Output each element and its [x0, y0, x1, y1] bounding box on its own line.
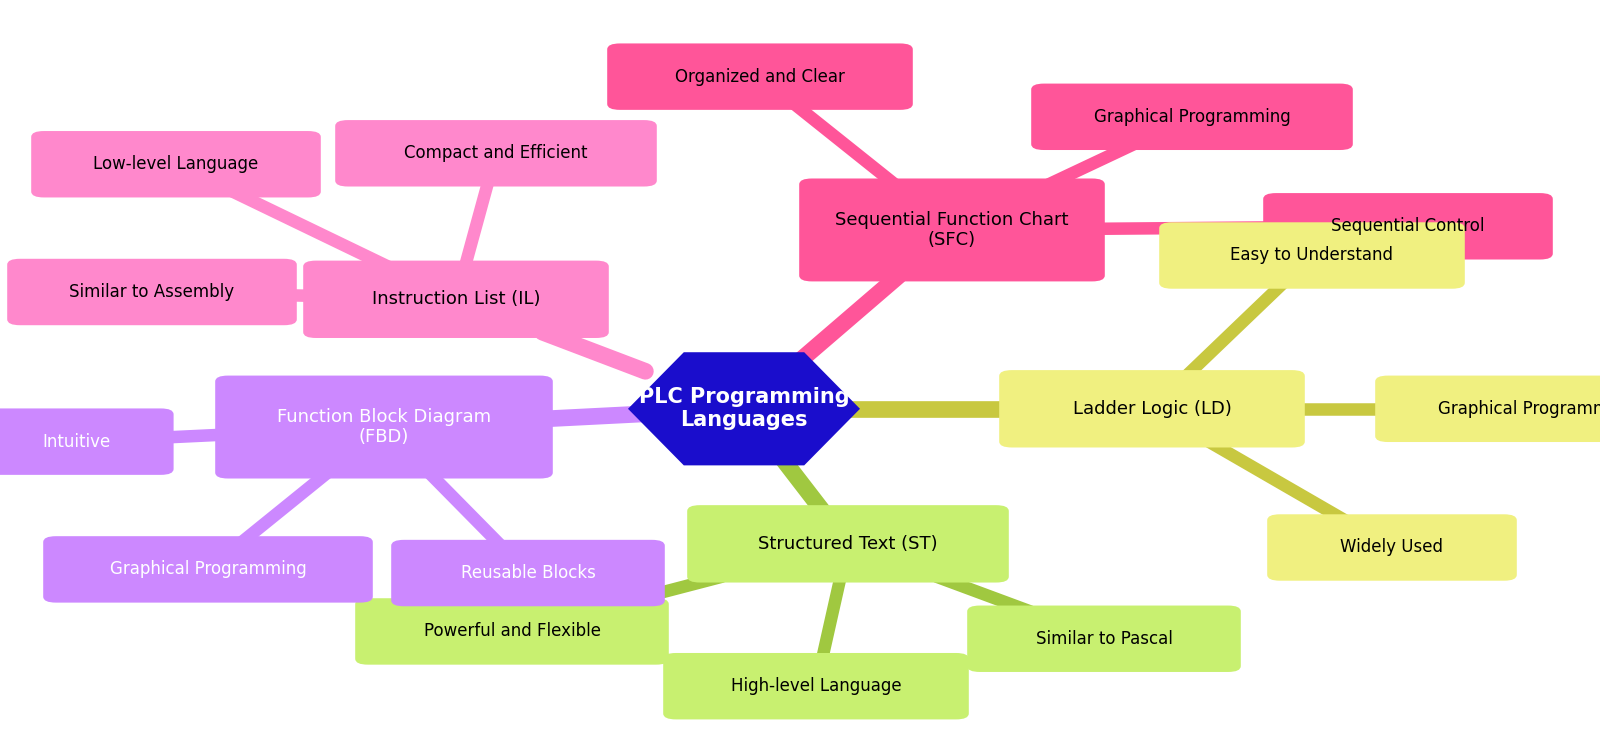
FancyBboxPatch shape	[43, 536, 373, 603]
FancyBboxPatch shape	[1158, 222, 1466, 288]
Text: Ladder Logic (LD): Ladder Logic (LD)	[1072, 400, 1232, 418]
Text: Instruction List (IL): Instruction List (IL)	[371, 291, 541, 308]
FancyBboxPatch shape	[1032, 84, 1354, 150]
Text: Structured Text (ST): Structured Text (ST)	[758, 535, 938, 553]
FancyBboxPatch shape	[355, 599, 669, 664]
FancyBboxPatch shape	[0, 409, 173, 474]
Text: Graphical Programming: Graphical Programming	[1438, 400, 1600, 418]
Text: Function Block Diagram
(FBD): Function Block Diagram (FBD)	[277, 407, 491, 447]
FancyBboxPatch shape	[390, 540, 666, 606]
FancyBboxPatch shape	[1267, 514, 1517, 581]
Text: Widely Used: Widely Used	[1341, 539, 1443, 556]
FancyBboxPatch shape	[302, 261, 608, 338]
FancyBboxPatch shape	[662, 653, 968, 720]
Text: Similar to Pascal: Similar to Pascal	[1035, 630, 1173, 648]
FancyBboxPatch shape	[1374, 375, 1600, 442]
FancyBboxPatch shape	[688, 505, 1010, 583]
FancyBboxPatch shape	[6, 259, 298, 326]
Text: Sequential Control: Sequential Control	[1331, 218, 1485, 235]
Text: Low-level Language: Low-level Language	[93, 155, 259, 173]
FancyBboxPatch shape	[214, 376, 554, 479]
Text: Compact and Efficient: Compact and Efficient	[405, 145, 587, 162]
Text: Graphical Programming: Graphical Programming	[110, 561, 306, 578]
Text: PLC Programming
Languages: PLC Programming Languages	[638, 387, 850, 431]
Text: Intuitive: Intuitive	[43, 433, 110, 450]
Text: Easy to Understand: Easy to Understand	[1230, 247, 1394, 264]
FancyBboxPatch shape	[336, 120, 656, 186]
FancyBboxPatch shape	[1264, 193, 1552, 260]
Text: Similar to Assembly: Similar to Assembly	[69, 283, 235, 301]
Text: Sequential Function Chart
(SFC): Sequential Function Chart (SFC)	[835, 210, 1069, 250]
Text: High-level Language: High-level Language	[731, 677, 901, 695]
FancyBboxPatch shape	[798, 178, 1104, 281]
Text: Graphical Programming: Graphical Programming	[1094, 108, 1290, 126]
FancyBboxPatch shape	[998, 370, 1304, 447]
FancyBboxPatch shape	[606, 43, 912, 110]
FancyBboxPatch shape	[966, 606, 1240, 672]
FancyBboxPatch shape	[30, 131, 320, 197]
Polygon shape	[627, 353, 861, 466]
Text: Powerful and Flexible: Powerful and Flexible	[424, 623, 600, 640]
Text: Reusable Blocks: Reusable Blocks	[461, 564, 595, 582]
Text: Organized and Clear: Organized and Clear	[675, 68, 845, 85]
